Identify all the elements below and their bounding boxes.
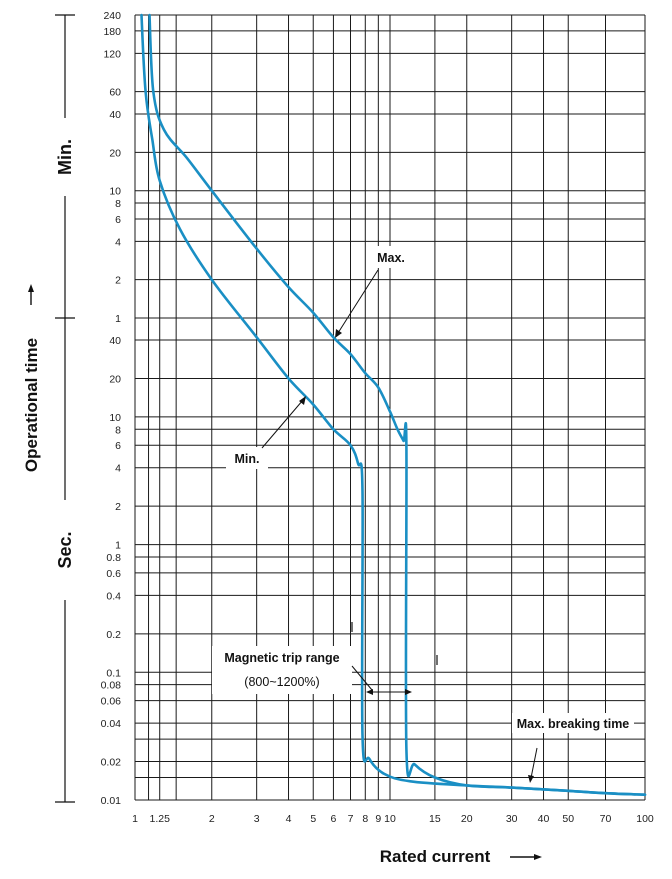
- magnetic-trip-range: (800~1200%): [244, 675, 319, 689]
- x-tick-label: 40: [538, 813, 550, 825]
- x-tick-label: 2: [209, 813, 215, 825]
- y-tick-label: 2: [115, 275, 121, 287]
- x-tick-label: 30: [506, 813, 518, 825]
- y-tick-label: 10: [109, 412, 121, 424]
- annotation-magnetic-trip: Magnetic trip range (800~1200%): [212, 622, 438, 695]
- x-tick-label: 10: [384, 813, 396, 825]
- unit-sec-label: Sec.: [55, 531, 75, 568]
- y-tick-label: 8: [115, 198, 121, 210]
- x-tick-label: 6: [331, 813, 337, 825]
- y-tick-label: 240: [103, 10, 121, 22]
- annotation-max-breaking: Max. breaking time: [512, 713, 634, 783]
- x-tick-label: 70: [600, 813, 612, 825]
- y-tick-label: 0.1: [106, 667, 121, 679]
- y-unit-brackets: Min. Sec.: [55, 14, 75, 803]
- y-tick-label: 4: [115, 463, 121, 475]
- y-tick-label: 0.06: [101, 696, 122, 708]
- y-axis-title-text: Operational time: [22, 338, 41, 472]
- y-tick-label: 6: [115, 214, 121, 226]
- y-tick-label: 0.04: [101, 718, 122, 730]
- y-tick-label: 1: [115, 313, 121, 325]
- y-tick-label: 0.01: [101, 795, 122, 807]
- y-tick-label: 2: [115, 501, 121, 513]
- unit-min-label: Min.: [55, 139, 75, 175]
- y-tick-label: 0.02: [101, 757, 122, 769]
- y-tick-label: 8: [115, 424, 121, 436]
- y-tick-label: 40: [109, 109, 121, 121]
- y-tick-label: 20: [109, 147, 121, 159]
- x-tick-label: 3: [254, 813, 260, 825]
- curves: [140, 13, 647, 796]
- curve-min: [140, 13, 647, 796]
- x-tick-label: 100: [636, 813, 654, 825]
- x-tick-label: 5: [310, 813, 316, 825]
- y-tick-label: 1: [115, 540, 121, 552]
- x-tick-label: 15: [429, 813, 441, 825]
- y-tick-label: 0.4: [106, 590, 121, 602]
- y-tick-label: 20: [109, 373, 121, 385]
- max-breaking-label: Max. breaking time: [517, 717, 630, 731]
- annotation-min-label: Min.: [235, 452, 260, 466]
- magnetic-trip-label: Magnetic trip range: [224, 651, 339, 665]
- x-tick-label: 7: [348, 813, 354, 825]
- x-tick-label: 4: [286, 813, 292, 825]
- x-tick-label: 1.25: [149, 813, 170, 825]
- annotation-max-label: Max.: [377, 251, 405, 265]
- annotation-min: Min.: [226, 396, 306, 469]
- x-tick-label: 9: [375, 813, 381, 825]
- y-tick-label: 0.08: [101, 680, 122, 692]
- y-tick-label: 0.6: [106, 568, 121, 580]
- y-axis-title: Operational time: [22, 284, 41, 472]
- y-tick-label: 60: [109, 87, 121, 99]
- y-tick-label: 0.2: [106, 629, 121, 641]
- x-tick-label: 20: [461, 813, 473, 825]
- y-tick-label: 4: [115, 236, 121, 248]
- x-axis-title-text: Rated current: [380, 847, 491, 866]
- annotation-max: Max.: [335, 246, 414, 338]
- grid: [134, 14, 646, 801]
- y-tick-label: 6: [115, 440, 121, 452]
- y-tick-labels: 2401801206040201086421402010864210.80.60…: [101, 10, 122, 807]
- x-axis-title: Rated current: [380, 847, 542, 866]
- y-tick-label: 120: [103, 48, 121, 60]
- x-tick-label: 8: [362, 813, 368, 825]
- y-tick-label: 10: [109, 186, 121, 198]
- y-tick-label: 180: [103, 26, 121, 38]
- y-tick-label: 0.8: [106, 552, 121, 564]
- x-tick-labels: 1 1.25 2 3 4 5 6 7 8 9 10 15 20 30 40 50 70 100: [132, 813, 654, 825]
- y-tick-label: 40: [109, 335, 121, 347]
- x-tick-label: 50: [562, 813, 574, 825]
- x-tick-label: 1: [132, 813, 138, 825]
